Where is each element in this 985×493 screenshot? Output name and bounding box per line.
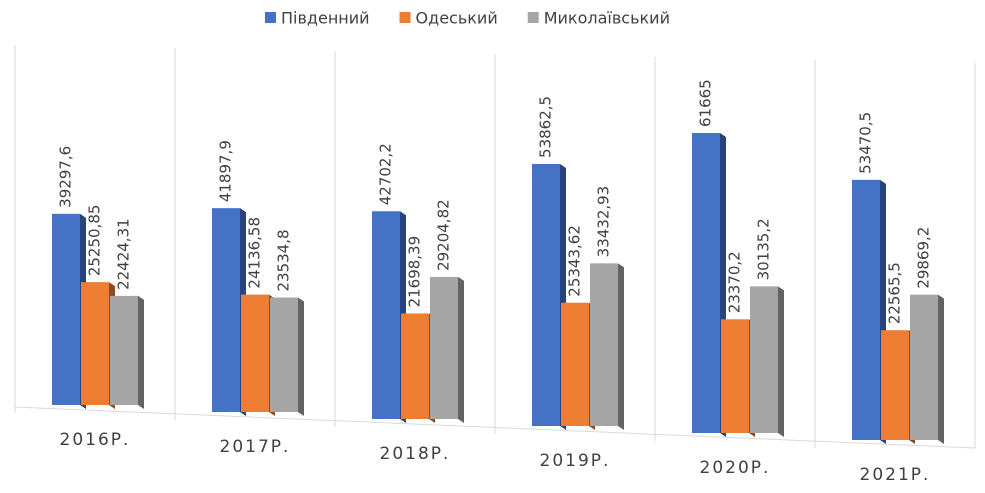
data-label: 29204,82: [435, 199, 453, 271]
bar: [721, 319, 749, 433]
legend-swatch: [265, 12, 276, 23]
data-label: 53862,5: [537, 96, 555, 158]
floor: [14, 406, 976, 449]
data-label: 42702,2: [377, 143, 395, 205]
bar-side: [138, 295, 144, 409]
data-label: 21698,39: [406, 236, 424, 308]
data-label: 24136,58: [246, 217, 264, 289]
data-label: 41897,9: [217, 140, 235, 202]
legend-label: Південний: [281, 9, 370, 28]
bar: [401, 313, 429, 419]
legend-swatch: [527, 12, 539, 23]
bar: [532, 163, 560, 426]
bar: [241, 294, 269, 412]
data-label: 23534,8: [275, 229, 293, 291]
bar: [81, 282, 109, 405]
bar: [590, 263, 618, 426]
bar-side: [618, 263, 624, 430]
legend-label: Миколаївський: [544, 9, 670, 28]
data-label: 22565,5: [886, 262, 904, 324]
x-tick-label: 2016Р.: [60, 430, 131, 450]
bar: [852, 179, 880, 440]
x-tick-label: 2020Р.: [700, 458, 771, 478]
bar: [910, 294, 938, 440]
legend-label: Одеський: [416, 9, 498, 28]
bar: [110, 295, 138, 405]
data-label: 22424,31: [115, 218, 133, 290]
bar: [561, 302, 589, 426]
bar: [750, 286, 778, 433]
x-tick-label: 2021Р.: [860, 465, 931, 485]
bar-side: [298, 297, 304, 416]
bar-side: [938, 294, 944, 444]
data-label: 29869,2: [915, 227, 933, 289]
bar: [692, 133, 720, 433]
data-label: 25250,85: [86, 205, 104, 277]
data-label: 25343,62: [566, 225, 584, 297]
bar-side: [778, 286, 784, 437]
data-label: 39297,6: [57, 146, 75, 208]
data-label: 53470,5: [857, 112, 875, 174]
bar: [212, 208, 240, 412]
x-tick-label: 2019Р.: [540, 451, 611, 471]
x-tick-label: 2018Р.: [380, 444, 451, 464]
bar: [881, 330, 909, 440]
data-label: 61665: [697, 79, 715, 127]
data-label: 30135,2: [755, 218, 773, 280]
data-label: 23370,2: [726, 251, 744, 313]
data-label: 33432,93: [595, 186, 613, 258]
legend-swatch: [399, 12, 411, 23]
bar: [372, 211, 400, 419]
bar: [270, 297, 298, 412]
bar: [52, 213, 80, 405]
x-tick-label: 2017Р.: [220, 437, 291, 457]
bar-side: [458, 276, 464, 423]
bar: [430, 276, 458, 419]
